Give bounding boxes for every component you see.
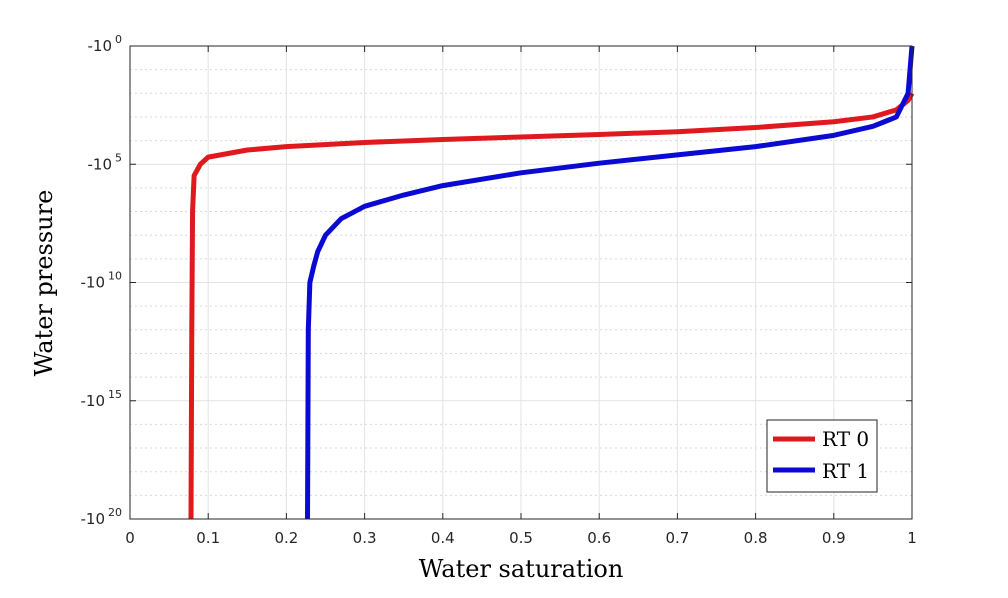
x-tick-label: 0.8 bbox=[744, 529, 768, 547]
legend-box bbox=[766, 419, 878, 493]
x-tick-label: 0 bbox=[125, 529, 135, 547]
x-tick-label: 0.2 bbox=[274, 529, 298, 547]
legend-label-rt0: RT 0 bbox=[822, 427, 869, 451]
y-tick-label: -10 0 bbox=[88, 33, 123, 55]
y-tick-labels: -10 0 -10 5 -10 10 -10 15 -10 20 bbox=[81, 33, 123, 528]
x-tick-label: 0.6 bbox=[587, 529, 611, 547]
series-line-rt0 bbox=[188, 92, 915, 520]
y-tick-label: -10 20 bbox=[81, 506, 123, 528]
series-layer bbox=[188, 45, 915, 520]
x-tick-label: 0.4 bbox=[431, 529, 455, 547]
x-tick-label: 0.1 bbox=[196, 529, 220, 547]
y-axis-label: Water pressure bbox=[30, 190, 58, 377]
x-tick-label: 1 bbox=[907, 529, 917, 547]
x-tick-labels: 0 0.1 0.2 0.3 0.4 0.5 0.6 0.7 0.8 0.9 1 bbox=[125, 529, 917, 547]
legend: RT 0 RT 1 bbox=[766, 419, 878, 493]
legend-label-rt1: RT 1 bbox=[822, 459, 869, 483]
y-tick-label: -10 15 bbox=[81, 388, 123, 410]
x-axis-label: Water saturation bbox=[419, 555, 624, 583]
series-line-rt1 bbox=[305, 45, 915, 520]
axis-ticks bbox=[129, 45, 913, 520]
y-tick-label: -10 5 bbox=[88, 151, 123, 173]
x-tick-label: 0.7 bbox=[665, 529, 689, 547]
x-tick-label: 0.9 bbox=[822, 529, 846, 547]
x-tick-label: 0.3 bbox=[353, 529, 377, 547]
x-tick-label: 0.5 bbox=[509, 529, 533, 547]
y-tick-label: -10 10 bbox=[81, 270, 123, 292]
